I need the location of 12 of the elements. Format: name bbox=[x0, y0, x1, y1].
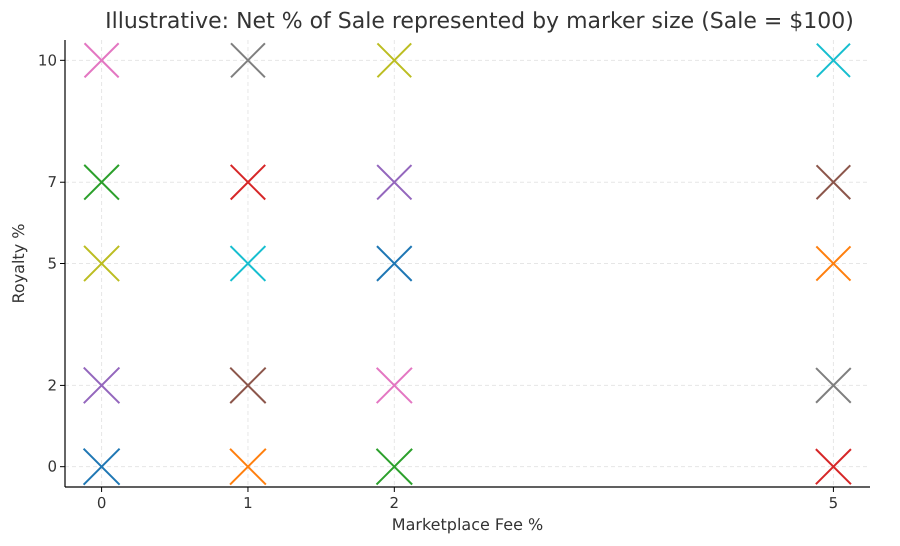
x-tick-label: 5 bbox=[828, 494, 838, 512]
chart-title: Illustrative: Net % of Sale represented by marker size (Sale = $100) bbox=[105, 9, 854, 34]
y-axis-title: Royalty % bbox=[9, 224, 28, 304]
y-tick-label: 7 bbox=[47, 173, 57, 192]
x-tick-label: 1 bbox=[243, 494, 253, 512]
x-tick-label: 0 bbox=[96, 494, 106, 512]
x-axis-title: Marketplace Fee % bbox=[392, 515, 544, 534]
x-tick-label: 2 bbox=[390, 494, 400, 512]
y-tick-label: 5 bbox=[47, 254, 57, 272]
y-tick-label: 2 bbox=[47, 376, 57, 394]
y-tick-label: 0 bbox=[47, 458, 57, 476]
y-tick-label: 10 bbox=[38, 51, 57, 70]
